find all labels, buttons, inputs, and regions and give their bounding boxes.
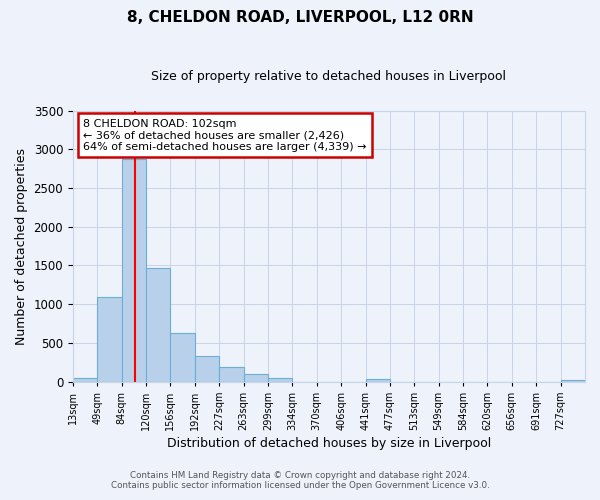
- Bar: [365, 379, 390, 382]
- Bar: [560, 380, 585, 382]
- X-axis label: Distribution of detached houses by size in Liverpool: Distribution of detached houses by size …: [167, 437, 491, 450]
- Bar: [268, 378, 292, 382]
- Bar: [244, 374, 268, 382]
- Bar: [97, 297, 122, 382]
- Text: 8, CHELDON ROAD, LIVERPOOL, L12 0RN: 8, CHELDON ROAD, LIVERPOOL, L12 0RN: [127, 10, 473, 25]
- Y-axis label: Number of detached properties: Number of detached properties: [15, 148, 28, 344]
- Bar: [146, 268, 170, 382]
- Bar: [73, 378, 97, 382]
- Bar: [195, 356, 219, 382]
- Bar: [219, 367, 244, 382]
- Bar: [122, 160, 146, 382]
- Bar: [170, 333, 195, 382]
- Title: Size of property relative to detached houses in Liverpool: Size of property relative to detached ho…: [151, 70, 506, 83]
- Text: Contains HM Land Registry data © Crown copyright and database right 2024.
Contai: Contains HM Land Registry data © Crown c…: [110, 470, 490, 490]
- Text: 8 CHELDON ROAD: 102sqm
← 36% of detached houses are smaller (2,426)
64% of semi-: 8 CHELDON ROAD: 102sqm ← 36% of detached…: [83, 118, 367, 152]
